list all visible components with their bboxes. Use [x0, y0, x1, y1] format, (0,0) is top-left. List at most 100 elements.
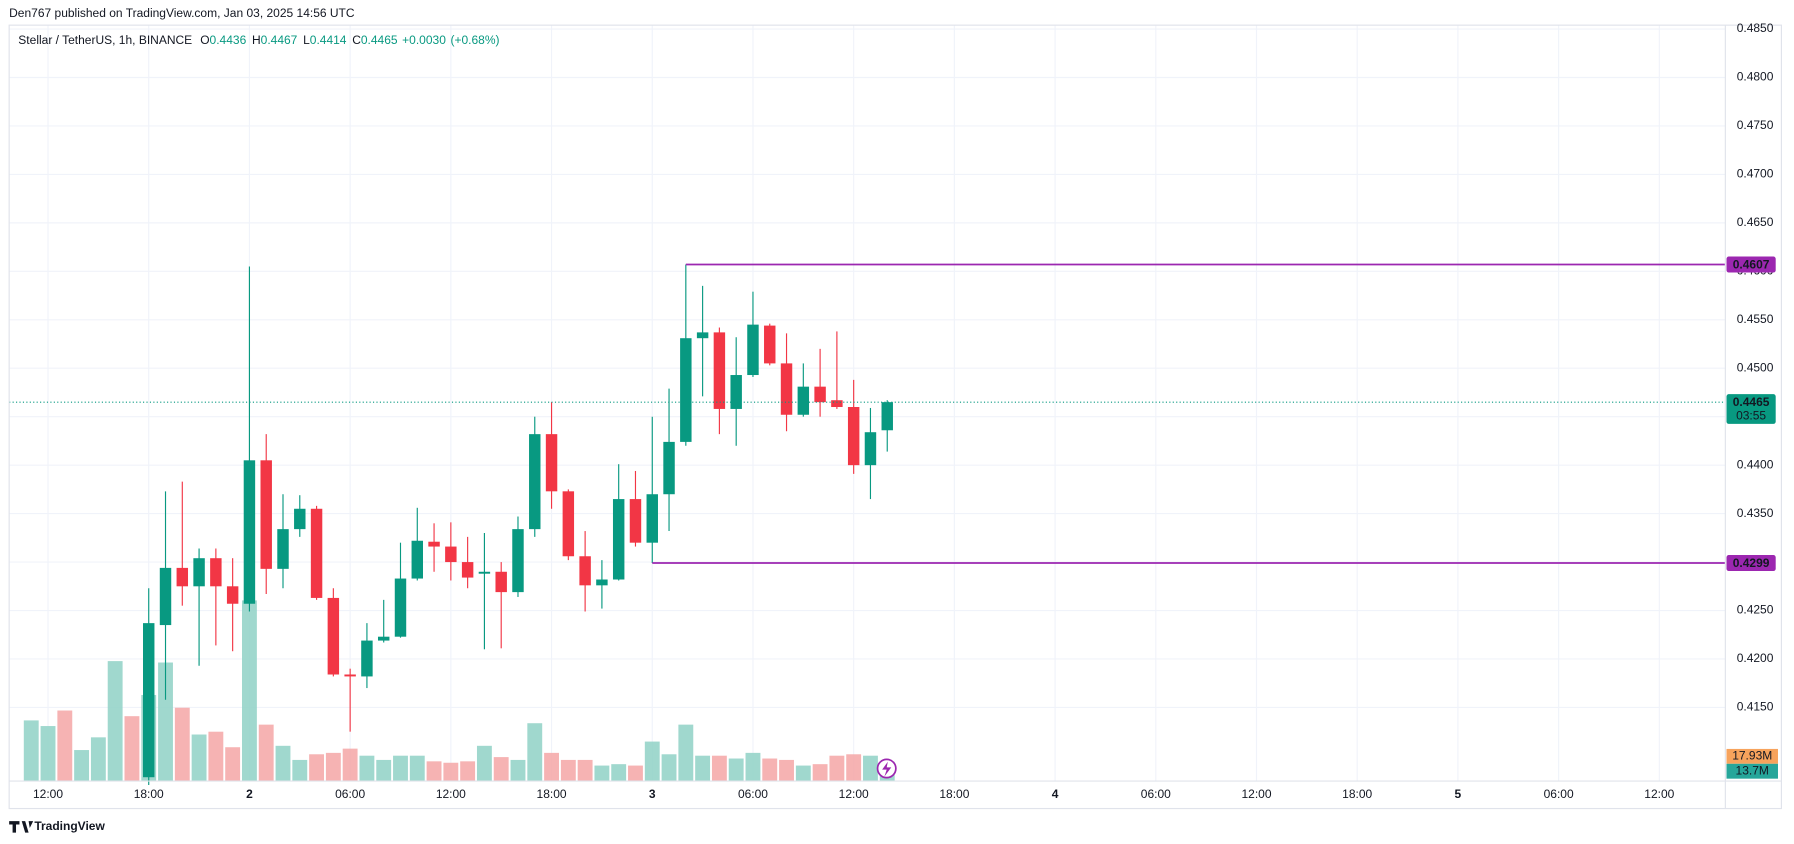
candle-body — [210, 558, 222, 587]
candle-body — [327, 597, 340, 675]
x-tick-label: 12:00 — [33, 787, 63, 801]
candle-body — [747, 324, 759, 376]
y-tick-label: 0.4650 — [1737, 215, 1774, 229]
candle-body — [512, 529, 524, 593]
candle-body — [294, 508, 306, 530]
volume-bar — [711, 755, 727, 782]
legend-value: 0.4465 — [361, 33, 398, 47]
volume-bar — [23, 720, 39, 782]
candle-body — [428, 541, 440, 547]
volume-bar — [745, 752, 761, 782]
y-tick-label: 0.4350 — [1737, 506, 1774, 520]
volume-bar — [426, 761, 442, 782]
volume-bar — [762, 758, 778, 782]
volume-bar — [812, 764, 828, 782]
candle-body — [696, 332, 709, 339]
volume-bar — [158, 662, 173, 782]
volume-bar — [174, 707, 190, 782]
candle-body — [646, 494, 658, 543]
candle-body — [260, 460, 272, 569]
volume-bar — [225, 747, 241, 782]
candle-body — [411, 540, 423, 579]
y-tick-label: 0.4700 — [1737, 167, 1774, 181]
candle-body — [226, 586, 239, 604]
x-tick-label: 18:00 — [939, 787, 969, 801]
volume-bar — [863, 755, 878, 782]
candle-body — [310, 508, 323, 598]
y-tick-label: 0.4500 — [1737, 360, 1774, 374]
legend-change: (+0.68%) — [450, 33, 499, 47]
volume-bar — [476, 745, 492, 782]
candle-body — [881, 402, 893, 431]
legend-value: 0.4414 — [310, 33, 347, 47]
y-tick-label: 0.4250 — [1737, 603, 1774, 617]
x-tick-label: 06:00 — [738, 787, 768, 801]
x-tick-label: 06:00 — [1544, 787, 1574, 801]
candle-body — [445, 546, 457, 563]
volume-bar — [846, 754, 862, 782]
x-tick-label: 12:00 — [436, 787, 466, 801]
level-label-box — [1726, 256, 1776, 273]
overlays — [9, 263, 1726, 564]
volume-bar — [544, 752, 559, 782]
candle-body — [562, 491, 575, 557]
volume-bar — [695, 755, 711, 782]
candle-body — [143, 623, 155, 778]
candle-body — [680, 338, 692, 442]
candle-body — [461, 562, 474, 578]
volume-bar — [560, 759, 576, 782]
tv-logo — [9, 821, 34, 833]
candle-body — [344, 674, 356, 677]
footer-brand: TradingView — [34, 819, 105, 833]
volume-bar — [527, 723, 543, 782]
volume-bar — [309, 754, 325, 782]
volume-bar — [393, 755, 408, 782]
candle-body — [629, 499, 642, 543]
candle-body — [579, 556, 591, 586]
volume-bar — [661, 754, 677, 782]
volume-bar — [40, 726, 56, 782]
volume-bar — [376, 759, 392, 782]
candle-body — [529, 434, 541, 530]
candle-body — [612, 499, 625, 580]
y-tick-label: 0.4850 — [1737, 21, 1774, 35]
volume-bar — [594, 765, 610, 782]
volume-bar — [678, 724, 694, 782]
volume-bar — [325, 752, 341, 782]
volume-ma-label: 17.93M — [1732, 749, 1772, 763]
candle-body — [361, 640, 373, 677]
y-tick-label: 0.4400 — [1737, 457, 1774, 471]
candle-body — [495, 571, 507, 593]
frame — [8, 24, 1782, 810]
y-tick-label: 0.4150 — [1737, 700, 1774, 714]
volume-bar — [409, 755, 425, 782]
candle-body — [277, 529, 289, 569]
last-price-box — [1726, 394, 1776, 424]
y-tick-label: 0.4800 — [1737, 70, 1774, 84]
legend-symbol: Stellar / TetherUS, 1h, BINANCE — [18, 33, 192, 47]
y-tick-label: 0.4200 — [1737, 651, 1774, 665]
candle-body — [713, 332, 726, 409]
axes: 0.41500.42000.42500.43000.43500.44000.44… — [33, 21, 1778, 801]
legend-change: +0.0030 — [402, 33, 446, 47]
candle-body — [780, 363, 793, 415]
x-tick-label: 2 — [246, 787, 253, 801]
volume-bar — [510, 759, 526, 782]
volume-bar — [795, 765, 811, 782]
volume-bar — [628, 765, 643, 782]
candle-body — [864, 432, 877, 466]
y-tick-label: 0.4550 — [1737, 312, 1774, 326]
volume-bar — [74, 750, 90, 782]
candle-body — [663, 441, 675, 495]
volume-bar — [493, 757, 509, 782]
candle-body — [478, 571, 491, 574]
candle-body — [764, 325, 776, 364]
volume-label-box — [1726, 763, 1778, 779]
x-tick-label: 3 — [649, 787, 656, 801]
volume-bar — [644, 741, 660, 782]
candle-body — [831, 400, 843, 408]
x-tick-label: 12:00 — [839, 787, 869, 801]
volume-bar — [275, 745, 291, 782]
legend-key: O — [200, 33, 209, 47]
